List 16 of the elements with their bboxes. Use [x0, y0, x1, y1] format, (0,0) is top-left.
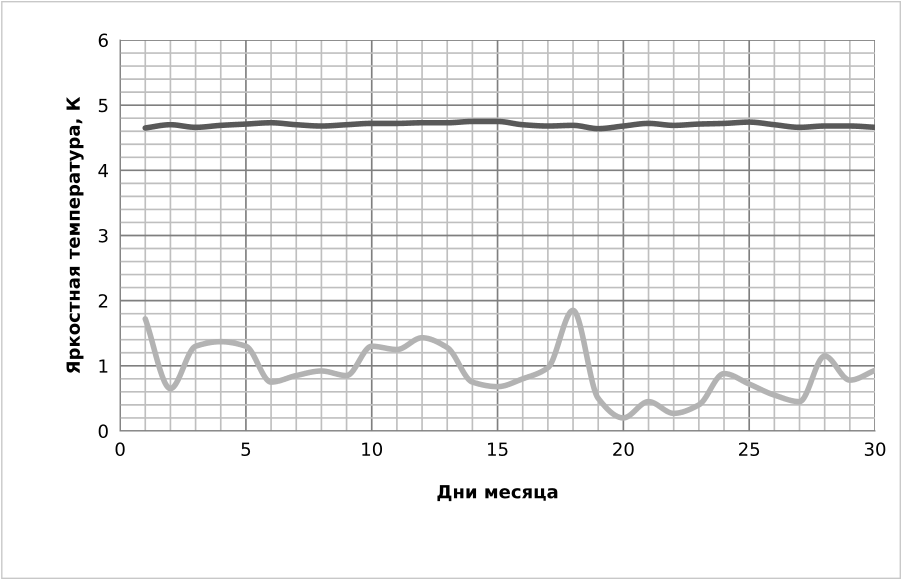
y-axis-title: Яркостная температура, К — [66, 96, 84, 374]
y-tick-label: 1 — [99, 359, 108, 373]
x-tick-label: 0 — [116, 442, 125, 456]
y-tick-label: 2 — [98, 294, 108, 308]
y-tick-label: 5 — [98, 98, 108, 112]
x-tick-label: 20 — [613, 442, 634, 456]
x-tick-label: 15 — [488, 442, 508, 456]
x-tick-label: 5 — [242, 442, 250, 456]
y-tick-label: 0 — [98, 424, 108, 438]
y-tick-label: 6 — [98, 33, 108, 48]
x-tick-label: 10 — [362, 442, 382, 456]
x-axis-title: Дни месяца — [437, 485, 558, 502]
x-tick-label: 30 — [864, 442, 886, 456]
y-tick-label: 3 — [98, 228, 108, 243]
x-tick-label: 25 — [739, 442, 760, 456]
y-tick-label: 4 — [98, 164, 108, 178]
